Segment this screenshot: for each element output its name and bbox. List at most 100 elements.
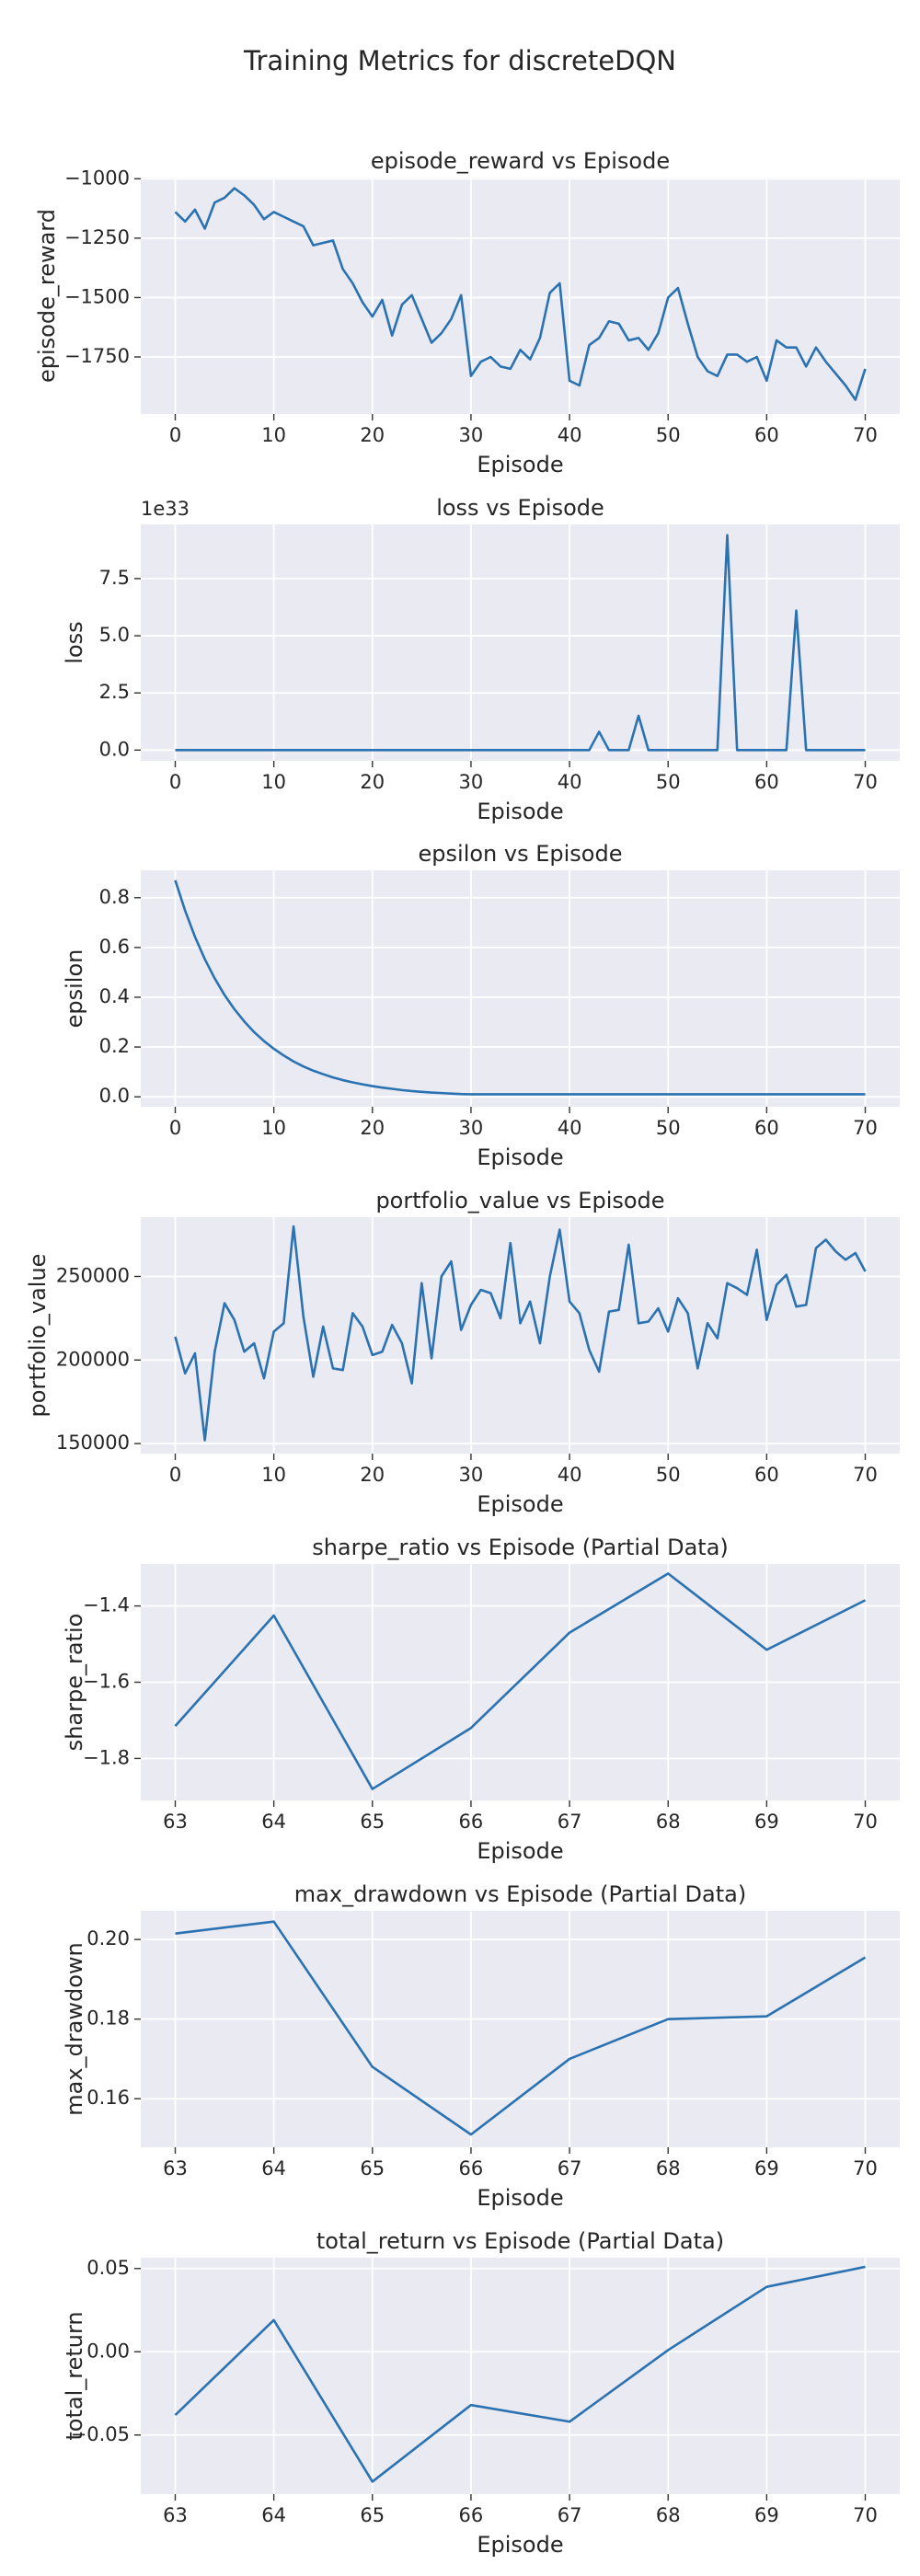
x-tick-label: 0 xyxy=(169,424,181,446)
x-axis-label: Episode xyxy=(477,1491,563,1517)
x-tick-label: 50 xyxy=(656,771,681,793)
x-tick-label: 67 xyxy=(558,2157,582,2179)
data-line xyxy=(174,1225,867,1442)
axis-title: portfolio_value vs Episode xyxy=(375,1188,664,1213)
y-tick-label: 0.0 xyxy=(99,1085,130,1107)
y-tick-label: 0.20 xyxy=(86,1927,130,1949)
x-axis-label: Episode xyxy=(477,1144,563,1170)
x-tick-label: 20 xyxy=(360,1464,385,1486)
axis-title: episode_reward vs Episode xyxy=(371,148,670,174)
x-tick-label: 30 xyxy=(459,771,484,793)
x-axis-label: Episode xyxy=(477,1838,563,1864)
x-tick-label: 68 xyxy=(656,2504,681,2526)
x-tick-label: 50 xyxy=(656,1464,681,1486)
data-line xyxy=(175,534,866,752)
y-axis-label: total_return xyxy=(62,2311,87,2440)
x-tick-label: 10 xyxy=(261,424,286,446)
plot-area xyxy=(141,1911,900,2147)
x-tick-label: 69 xyxy=(754,1811,779,1833)
x-tick-label: 70 xyxy=(853,1117,878,1139)
x-tick-label: 40 xyxy=(558,1117,582,1139)
x-tick-label: 0 xyxy=(169,1464,181,1486)
x-tick-label: 63 xyxy=(163,2504,188,2526)
x-axis-label: Episode xyxy=(477,799,563,824)
x-tick-label: 66 xyxy=(459,1811,484,1833)
y-tick-label: 0.05 xyxy=(86,2257,130,2279)
y-tick-label: 0.6 xyxy=(99,936,130,958)
x-tick-label: 70 xyxy=(853,424,878,446)
x-tick-label: 63 xyxy=(163,2157,188,2179)
y-axis-label: portfolio_value xyxy=(25,1254,51,1418)
x-tick-label: 10 xyxy=(261,771,286,793)
x-tick-label: 70 xyxy=(853,1811,878,1833)
x-tick-label: 64 xyxy=(261,1811,286,1833)
x-tick-label: 63 xyxy=(163,1811,188,1833)
plot-area xyxy=(141,870,900,1107)
data-line xyxy=(174,880,866,1096)
y-axis-label: sharpe_ratio xyxy=(62,1614,87,1752)
data-line xyxy=(174,2265,866,2483)
x-tick-label: 30 xyxy=(459,1464,484,1486)
plot-area xyxy=(141,178,900,414)
x-tick-label: 20 xyxy=(360,771,385,793)
y-tick-label: 0.00 xyxy=(86,2340,130,2362)
x-tick-label: 65 xyxy=(360,2504,385,2526)
x-tick-label: 0 xyxy=(169,1117,181,1139)
y-axis-label: episode_reward xyxy=(34,209,60,383)
x-tick-label: 30 xyxy=(459,424,484,446)
x-tick-label: 50 xyxy=(656,1117,681,1139)
data-line xyxy=(175,1920,867,2136)
x-tick-label: 70 xyxy=(853,2157,878,2179)
y-tick-label: −1250 xyxy=(64,226,130,248)
x-tick-label: 69 xyxy=(754,2504,779,2526)
axis-title: loss vs Episode xyxy=(436,495,604,521)
y-tick-label: 0.8 xyxy=(99,886,130,908)
y-tick-label: −1750 xyxy=(64,345,130,367)
plot-area xyxy=(141,2258,900,2494)
x-axis-label: Episode xyxy=(477,2185,563,2211)
x-tick-label: 70 xyxy=(853,1464,878,1486)
x-tick-label: 66 xyxy=(459,2157,484,2179)
y-tick-label: −1.6 xyxy=(83,1671,130,1693)
x-tick-label: 60 xyxy=(754,1117,779,1139)
axis-title: max_drawdown vs Episode (Partial Data) xyxy=(294,1881,746,1907)
axis-title: total_return vs Episode (Partial Data) xyxy=(316,2228,724,2254)
plot-area xyxy=(141,524,900,761)
y-tick-label: 7.5 xyxy=(99,567,130,589)
x-tick-label: 20 xyxy=(360,424,385,446)
x-tick-label: 10 xyxy=(261,1464,286,1486)
x-tick-label: 68 xyxy=(656,2157,681,2179)
y-tick-label: 0.0 xyxy=(99,738,130,760)
x-tick-label: 10 xyxy=(261,1117,286,1139)
figure-title: Training Metrics for discreteDQN xyxy=(243,45,676,76)
x-axis-label: Episode xyxy=(477,2532,563,2558)
y-tick-label: 0.4 xyxy=(99,985,130,1007)
x-tick-label: 60 xyxy=(754,424,779,446)
x-tick-label: 50 xyxy=(656,424,681,446)
x-tick-label: 30 xyxy=(459,1117,484,1139)
x-axis-label: Episode xyxy=(477,452,563,477)
x-tick-label: 68 xyxy=(656,1811,681,1833)
y-tick-label: −1500 xyxy=(64,285,130,307)
x-tick-label: 69 xyxy=(754,2157,779,2179)
axis-title: epsilon vs Episode xyxy=(419,841,623,867)
x-tick-label: 67 xyxy=(558,1811,582,1833)
x-tick-label: 40 xyxy=(558,771,582,793)
x-tick-label: 65 xyxy=(360,2157,385,2179)
y-tick-label: −0.05 xyxy=(71,2423,130,2445)
x-tick-label: 20 xyxy=(360,1117,385,1139)
y-axis-label: max_drawdown xyxy=(62,1942,87,2115)
data-line xyxy=(174,1572,867,1790)
y-tick-label: 250000 xyxy=(56,1264,130,1286)
y-tick-label: 5.0 xyxy=(99,624,130,646)
y-axis-label: epsilon xyxy=(62,949,87,1029)
y-tick-label: −1000 xyxy=(64,167,130,189)
x-tick-label: 64 xyxy=(261,2157,286,2179)
y-tick-label: 0.16 xyxy=(86,2087,130,2109)
x-tick-label: 60 xyxy=(754,1464,779,1486)
offset-label: 1e33 xyxy=(141,498,190,520)
y-tick-label: 0.2 xyxy=(99,1035,130,1057)
x-tick-label: 65 xyxy=(360,1811,385,1833)
x-tick-label: 40 xyxy=(558,1464,582,1486)
